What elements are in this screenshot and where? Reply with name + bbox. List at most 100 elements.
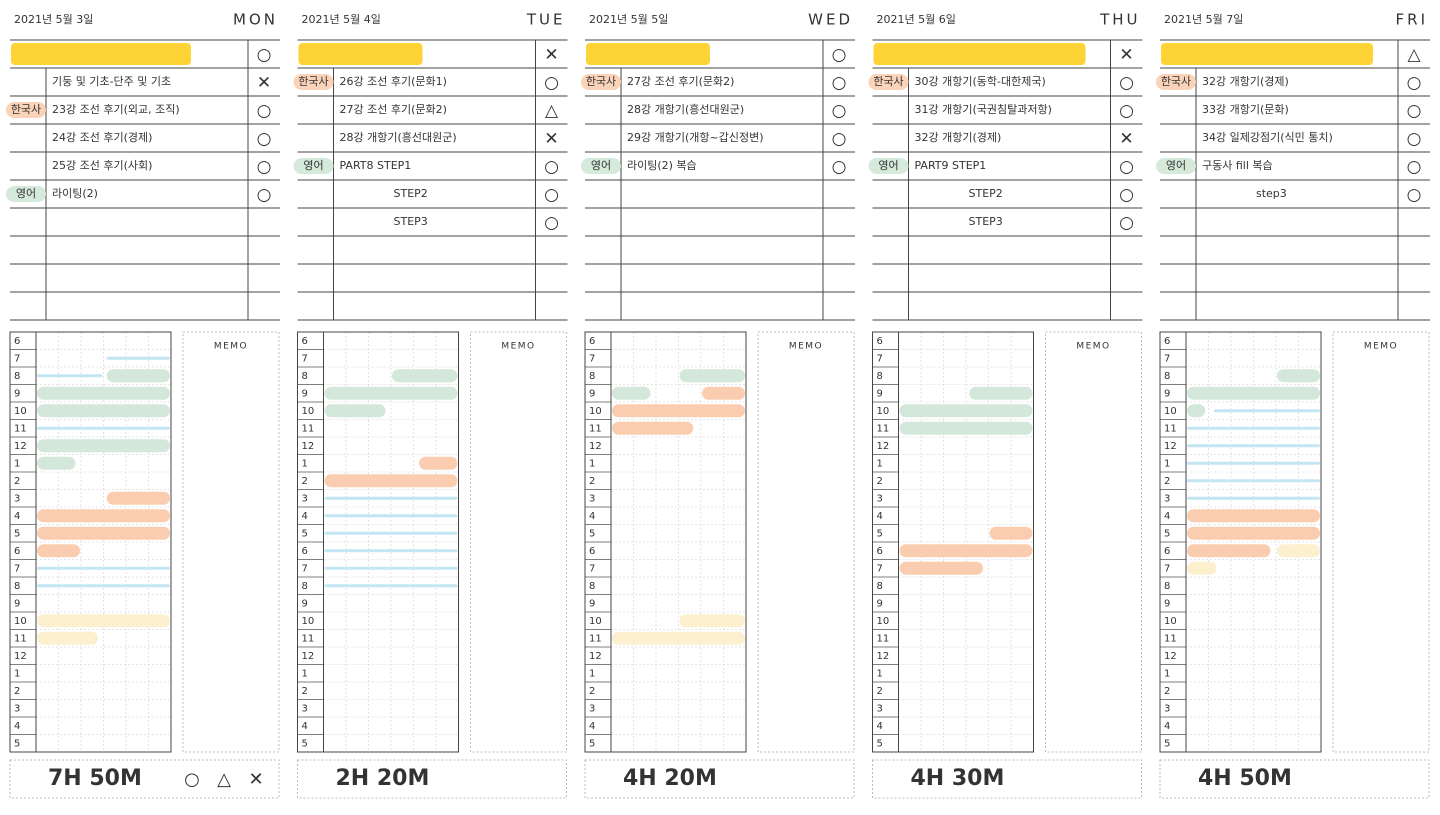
status-mark: ○ — [257, 185, 272, 205]
memo-label: MEMO — [501, 342, 535, 352]
hour-label: 9 — [877, 388, 883, 399]
hour-label: 5 — [302, 528, 308, 539]
date: 2021년 5월 7일 — [1164, 12, 1243, 26]
time-block — [37, 566, 170, 570]
task: 라이팅(2) — [52, 187, 98, 200]
hour-label: 7 — [877, 353, 883, 364]
hour-label: 5 — [589, 528, 595, 539]
hour-label: 5 — [877, 738, 883, 749]
hour-label: 1 — [302, 668, 308, 679]
hour-label: 6 — [302, 336, 308, 347]
time-block — [679, 369, 745, 383]
date: 2021년 5월 3일 — [14, 12, 93, 26]
timeline-frame — [584, 331, 747, 753]
memo-label: MEMO — [214, 342, 248, 352]
task: STEP2 — [969, 187, 1003, 200]
hour-label: 3 — [1164, 493, 1170, 504]
task: 30강 개항기(동학-대한제국) — [915, 75, 1046, 88]
task: 23강 조선 후기(외교, 조직) — [52, 103, 180, 116]
hour-label: 8 — [302, 581, 308, 592]
time-block — [324, 531, 458, 535]
hour-label: 8 — [589, 581, 595, 592]
hour-label: 10 — [1164, 616, 1177, 627]
hour-label: 9 — [877, 598, 883, 609]
status-mark: ○ — [257, 129, 272, 149]
hour-label: 3 — [302, 493, 308, 504]
total-time: 4H 30M — [911, 766, 1005, 791]
memo-box — [1045, 331, 1142, 753]
hour-label: 1 — [877, 668, 883, 679]
hour-label: 10 — [877, 616, 890, 627]
status-mark: ○ — [544, 73, 559, 93]
time-block — [899, 404, 1033, 418]
task: 24강 조선 후기(경제) — [52, 131, 152, 144]
task: 구동사 fill 복습 — [1202, 159, 1273, 172]
hour-label: 2 — [589, 476, 595, 487]
time-block — [324, 404, 386, 418]
legend-mark: △ — [217, 769, 231, 790]
time-block — [1187, 386, 1320, 400]
hour-label: 5 — [589, 738, 595, 749]
status-mark: ○ — [1407, 129, 1422, 149]
hour-label: 6 — [589, 546, 595, 557]
redaction-highlight — [298, 43, 423, 65]
subject-tag-bg — [868, 74, 909, 90]
redaction-highlight — [873, 43, 1086, 65]
subject-tag: 영어 — [878, 159, 898, 172]
timeline-frame — [872, 331, 1034, 753]
hour-label: 8 — [302, 371, 308, 382]
time-block — [37, 526, 170, 540]
task: 27강 조선 후기(문화2) — [340, 103, 447, 116]
total-box — [584, 759, 855, 799]
hour-label: 11 — [14, 423, 27, 434]
task: 25강 조선 후기(사회) — [52, 159, 152, 172]
hour-label: 4 — [877, 721, 883, 732]
status-mark: ○ — [1407, 185, 1422, 205]
task: 32강 개항기(경제) — [1202, 75, 1289, 88]
hour-label: 6 — [14, 546, 20, 557]
status-mark: ○ — [1119, 73, 1134, 93]
time-block — [106, 369, 170, 383]
hour-label: 3 — [14, 703, 20, 714]
time-block — [37, 426, 170, 430]
status-mark: ✕ — [257, 73, 271, 93]
task: 라이팅(2) 복습 — [627, 159, 697, 172]
timeline-frame — [1159, 331, 1322, 753]
hour-label: 7 — [1164, 353, 1170, 364]
hour-label: 3 — [302, 703, 308, 714]
hour-label: 12 — [14, 441, 27, 452]
subject-tag: 한국사 — [586, 75, 616, 88]
status-mark: ○ — [544, 213, 559, 233]
hour-label: 12 — [877, 441, 890, 452]
hour-label: 5 — [1164, 738, 1170, 749]
task: STEP3 — [969, 215, 1003, 228]
hour-label: 10 — [302, 406, 315, 417]
time-block — [989, 526, 1033, 540]
legend-mark: ✕ — [248, 769, 263, 790]
hour-label: 9 — [14, 598, 20, 609]
time-block — [324, 566, 458, 570]
status-mark: ○ — [1119, 157, 1134, 177]
status-mark: ○ — [257, 157, 272, 177]
timeline-frame — [297, 331, 459, 753]
time-block — [324, 584, 458, 588]
subject-tag-bg — [1156, 158, 1196, 174]
time-block — [679, 614, 745, 628]
memo-label: MEMO — [1076, 342, 1110, 352]
hour-label: 2 — [1164, 476, 1170, 487]
time-block — [1187, 426, 1320, 430]
memo-box — [470, 331, 567, 753]
time-block — [37, 584, 170, 588]
task: 33강 개항기(문화) — [1202, 103, 1289, 116]
memo-label: MEMO — [1364, 342, 1398, 352]
hour-label: 10 — [589, 406, 602, 417]
time-block — [1187, 444, 1320, 448]
memo-label: MEMO — [789, 342, 823, 352]
subject-tag: 한국사 — [1161, 75, 1191, 88]
hour-label: 11 — [14, 633, 27, 644]
weekday: MON — [233, 11, 278, 29]
time-block — [37, 456, 76, 470]
time-block — [37, 544, 80, 558]
date: 2021년 5월 5일 — [589, 12, 668, 26]
hour-label: 2 — [589, 686, 595, 697]
